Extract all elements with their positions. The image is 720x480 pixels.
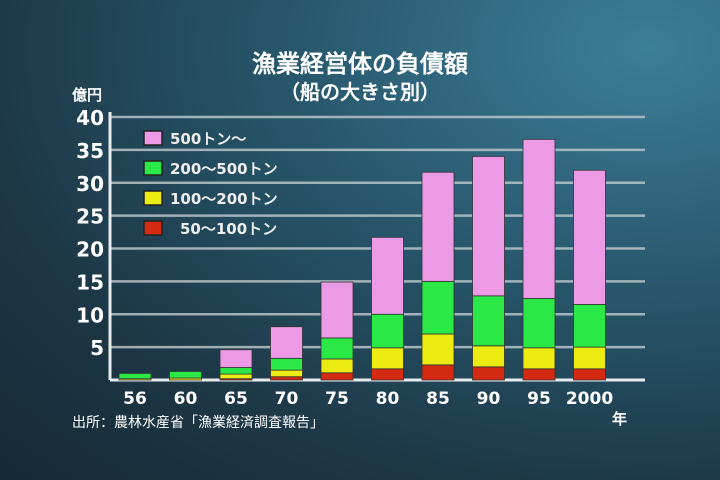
y-tick-label: 25 (76, 205, 104, 229)
bar-segment (472, 345, 505, 368)
y-tick-label: 35 (76, 139, 104, 163)
bar-segment (421, 364, 455, 381)
y-tick-label: 40 (76, 106, 104, 130)
x-tick-label: 95 (527, 389, 551, 409)
x-tick-label: 80 (376, 389, 400, 409)
bar-segment (472, 295, 505, 347)
x-tick-label: 85 (426, 389, 450, 409)
bar-segment (573, 368, 606, 381)
x-tick-label: 70 (275, 389, 299, 409)
x-tick-label: 90 (477, 389, 501, 409)
bar-segment (421, 171, 455, 282)
bar-segment (270, 326, 303, 359)
bar-segment (270, 357, 303, 371)
bar-segment (219, 349, 253, 368)
bar-segment (371, 236, 404, 315)
legend-swatch (143, 160, 163, 176)
y-tick-label: 20 (76, 238, 104, 262)
y-tick-label: 10 (76, 303, 104, 327)
bar-segment (472, 366, 505, 381)
bar-segment (320, 337, 354, 360)
legend-label: 200〜500トン (170, 160, 278, 178)
legend-swatch (143, 190, 163, 206)
bar-segment (421, 333, 455, 366)
bar-segment (270, 369, 303, 378)
x-tick-label: 2000 (566, 389, 613, 409)
bar-segment (270, 376, 303, 381)
bar-segment (522, 138, 556, 299)
legend-swatch (143, 130, 163, 146)
y-tick-label: 15 (76, 270, 104, 294)
bar-segment (573, 346, 606, 370)
legend-label: 50〜100トン (180, 220, 277, 238)
chart-subtitle: （船の大きさ別） (280, 80, 440, 104)
bar-segment (371, 368, 404, 381)
legend-label: 100〜200トン (170, 190, 278, 208)
legend-swatch (143, 220, 163, 236)
source-note: 出所：農林水産省「漁業経済調査報告」 (72, 415, 324, 431)
x-tick-label: 75 (325, 389, 349, 409)
bar-segment (169, 371, 202, 379)
bar-segment (320, 358, 354, 374)
bar-segment (118, 373, 152, 380)
bar-segment (371, 347, 404, 370)
bar-segment (219, 373, 253, 380)
bar-segment (522, 347, 556, 370)
chart-title: 漁業経営体の負債額 (252, 50, 468, 78)
bar-segment (573, 169, 606, 305)
x-tick-label: 56 (123, 389, 147, 409)
x-tick-label: 65 (224, 389, 248, 409)
bar-segment (320, 372, 354, 381)
y-tick-label: 5 (90, 336, 104, 360)
bar-segment (522, 298, 556, 349)
x-axis-suffix: 年 (612, 410, 628, 428)
y-axis-label: 億円 (72, 86, 103, 104)
bar-segment (320, 281, 354, 339)
bar-segment (371, 313, 404, 349)
bar-segment (219, 367, 253, 375)
y-tick-label: 30 (76, 172, 104, 196)
bar-segment (573, 303, 606, 348)
x-tick-label: 60 (174, 389, 198, 409)
bar-segment (421, 280, 455, 335)
bar-segment (472, 156, 505, 297)
bar-segment (522, 368, 556, 381)
legend-label: 500トン〜 (170, 130, 246, 148)
